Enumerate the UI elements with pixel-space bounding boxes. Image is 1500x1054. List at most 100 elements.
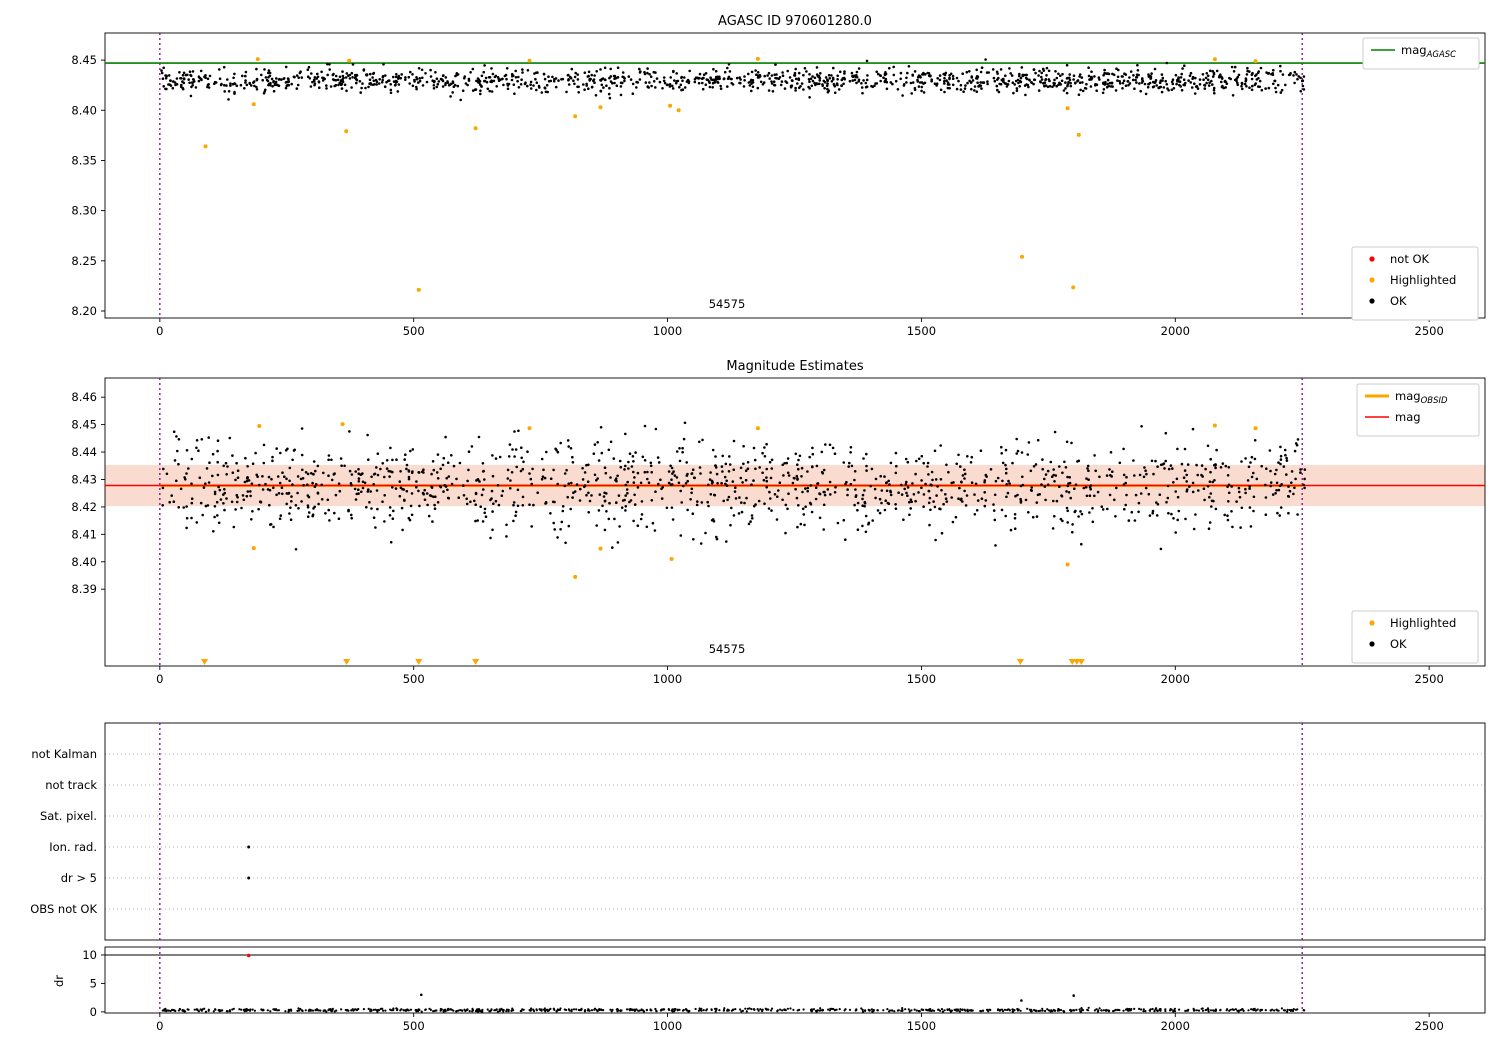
ok-point (480, 493, 484, 497)
ok-point (275, 493, 278, 497)
ok-point (1279, 454, 1283, 458)
ok-point (917, 85, 921, 88)
ok-point (475, 79, 478, 83)
ok-point (944, 493, 947, 496)
ok-point (340, 87, 344, 90)
ok-point (587, 74, 590, 78)
ok-point (1066, 475, 1069, 479)
ok-point (235, 461, 238, 465)
ok-point (904, 457, 908, 461)
dr-point (886, 1008, 889, 1011)
ok-point (1021, 475, 1024, 479)
ok-point (1246, 66, 1249, 70)
ok-point (244, 70, 248, 74)
ok-point (195, 439, 199, 442)
ok-point (436, 82, 440, 86)
ok-point (955, 76, 959, 80)
ok-point (328, 63, 331, 66)
ok-point (682, 484, 685, 488)
ok-point (770, 467, 774, 470)
ok-point (1160, 73, 1164, 76)
ok-point (784, 503, 788, 507)
ok-point (295, 74, 299, 77)
ok-point (927, 489, 931, 493)
ok-point (724, 482, 727, 486)
ok-point (708, 478, 712, 481)
ok-point (1090, 77, 1094, 80)
dr-point (633, 1008, 637, 1012)
ok-point (878, 511, 882, 515)
dr-point (1200, 1007, 1203, 1010)
ok-point (1134, 78, 1137, 82)
ok-point (161, 486, 165, 490)
ok-point (216, 514, 219, 517)
ok-point (842, 461, 846, 464)
ok-point (1292, 492, 1295, 496)
dr-point (1192, 1007, 1195, 1011)
ok-point (479, 505, 483, 509)
dr-point (1062, 1010, 1066, 1013)
ok-point (1293, 449, 1297, 453)
ok-point (779, 83, 783, 87)
ok-point (1091, 507, 1094, 510)
ok-point (1024, 93, 1027, 97)
ok-point (722, 77, 726, 81)
ok-point (968, 79, 971, 83)
ok-point (245, 83, 249, 87)
ok-point (205, 467, 209, 470)
dr-point (350, 1009, 353, 1012)
dr-point (402, 1009, 405, 1012)
ok-point (385, 459, 389, 462)
ok-point (1132, 459, 1135, 462)
dr-point (1098, 1007, 1101, 1010)
ok-point (1109, 85, 1113, 88)
ok-point (417, 81, 420, 84)
ok-point (418, 79, 422, 83)
ok-point (306, 68, 310, 71)
ok-point (613, 81, 616, 85)
ok-point (770, 509, 773, 512)
ok-point (535, 88, 538, 92)
ok-point (228, 436, 232, 440)
ok-point (680, 501, 683, 504)
ok-point (1046, 85, 1050, 89)
ok-point (1058, 465, 1061, 468)
ok-point (493, 75, 497, 79)
ok-point (278, 517, 282, 520)
ok-point (1222, 86, 1226, 90)
ok-point (204, 482, 207, 486)
ok-point (1084, 486, 1088, 489)
ok-point (602, 495, 606, 498)
ok-point (243, 87, 246, 90)
ok-point (1019, 484, 1023, 488)
ok-point (855, 81, 858, 85)
ok-point (354, 75, 357, 79)
ok-point (720, 465, 724, 468)
ok-point (1203, 498, 1206, 502)
ok-point (387, 469, 391, 473)
ok-point (162, 85, 165, 88)
ok-point (1183, 469, 1187, 472)
ok-point (1214, 463, 1217, 467)
ok-point (1279, 462, 1282, 466)
dr-point (1087, 1006, 1090, 1009)
ok-point (1189, 71, 1193, 75)
ok-point (474, 519, 477, 523)
ok-point (1240, 81, 1244, 85)
ok-point (224, 461, 228, 465)
dr-point (757, 1009, 760, 1012)
ok-point (403, 458, 407, 461)
ok-point (1073, 510, 1077, 514)
ok-point (975, 68, 978, 72)
ok-point (761, 471, 764, 475)
x-tick-label: 500 (403, 1019, 425, 1033)
y-tick-label: 8.42 (71, 500, 97, 514)
ok-point (1105, 474, 1109, 477)
ok-point (272, 80, 275, 84)
ok-point (370, 475, 373, 479)
dr-point (997, 1008, 1000, 1011)
ok-point (1290, 481, 1293, 485)
ok-point (597, 459, 601, 462)
ok-point (1246, 69, 1249, 73)
ok-point (811, 79, 815, 83)
